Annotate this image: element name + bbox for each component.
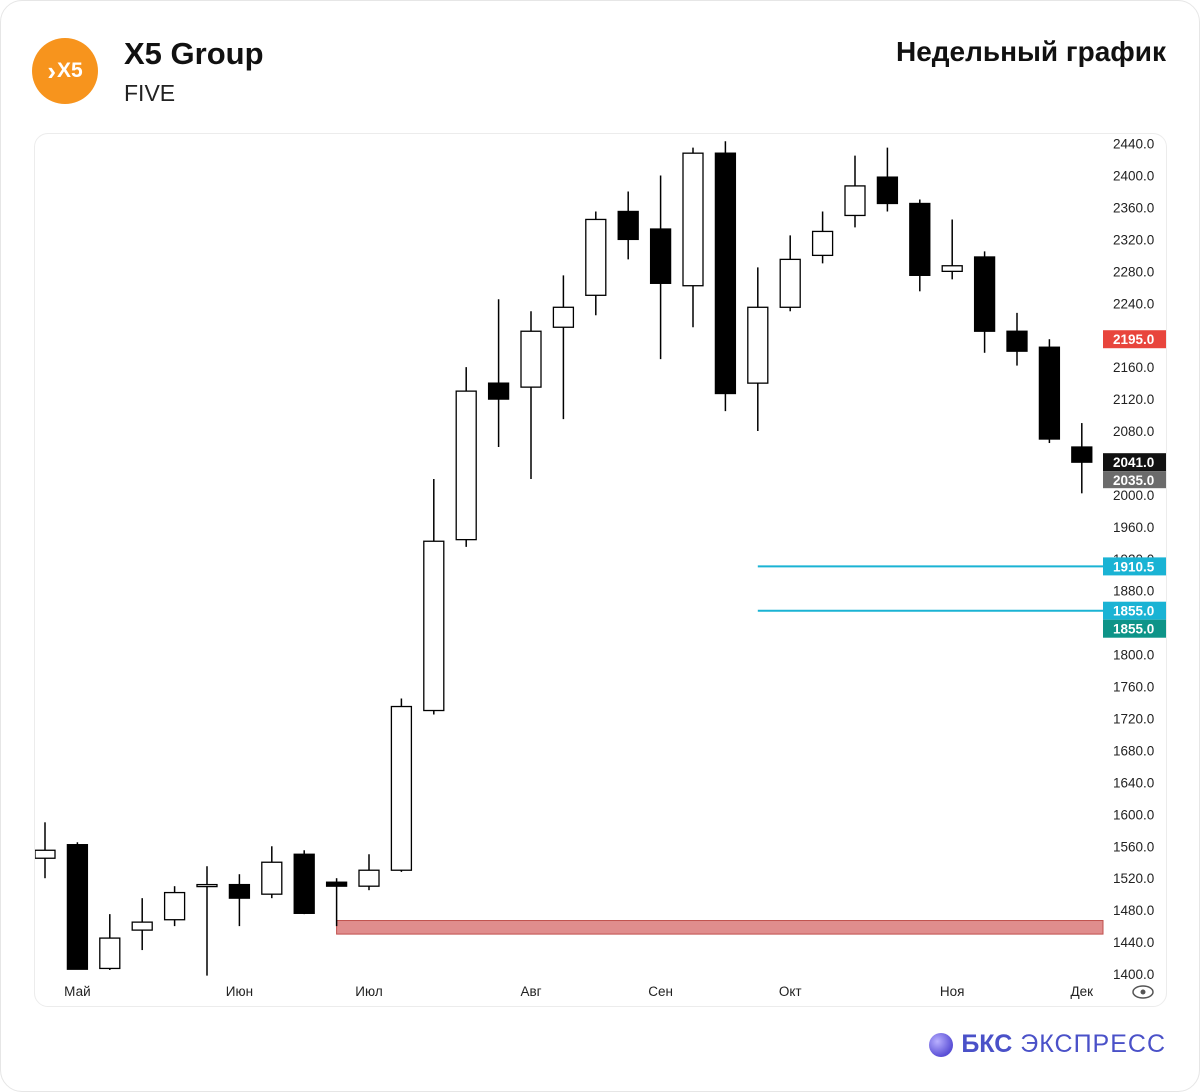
candle-body xyxy=(747,306,769,384)
company-name: X5 Group xyxy=(124,36,264,71)
y-tick-label: 2400.0 xyxy=(1113,169,1154,184)
brand-name-bold: БКС xyxy=(961,1030,1013,1058)
candle-body xyxy=(66,844,89,970)
level-price-label-2-bg xyxy=(1103,601,1166,620)
candle-body xyxy=(196,883,218,888)
y-tick-label: 1880.0 xyxy=(1113,584,1154,599)
y-tick-label: 1760.0 xyxy=(1113,680,1154,695)
y-tick-label: 1440.0 xyxy=(1113,935,1154,950)
x-tick-label: Сен xyxy=(648,984,673,999)
candle-body xyxy=(779,258,801,308)
brand-logo: БКС ЭКСПРЕСС xyxy=(929,1030,1166,1059)
eye-icon[interactable] xyxy=(1132,985,1154,999)
candle-body xyxy=(909,202,931,276)
eye-icon-pupil xyxy=(1140,989,1146,995)
y-tick-label: 2160.0 xyxy=(1113,360,1154,375)
y-tick-label: 1520.0 xyxy=(1113,871,1154,886)
level-alt-price-label: 1855.0 xyxy=(1113,622,1154,637)
brand-orb-icon xyxy=(929,1032,954,1057)
y-tick-label: 1600.0 xyxy=(1113,807,1154,822)
y-tick-label: 2000.0 xyxy=(1113,488,1154,503)
y-tick-label: 1680.0 xyxy=(1113,743,1154,758)
candle-body xyxy=(552,306,575,328)
y-tick-label: 2280.0 xyxy=(1113,264,1154,279)
current-price-label-bg xyxy=(1103,453,1166,472)
candle-body xyxy=(455,390,477,541)
candlestick-chart[interactable]: 2440.0 2400.0 2360.0 2320.0 2280.0 2240.0 2160… xyxy=(35,134,1166,1006)
candle-body xyxy=(876,176,899,205)
candle-body xyxy=(1006,330,1028,352)
y-tick-label: 1560.0 xyxy=(1113,839,1154,854)
candle-body xyxy=(131,921,153,931)
y-tick-label: 2080.0 xyxy=(1113,424,1154,439)
y-tick-label: 1480.0 xyxy=(1113,903,1154,918)
candle-body xyxy=(1071,446,1093,463)
ticker-symbol: FIVE xyxy=(124,80,176,106)
x-tick-label: Ноя xyxy=(940,984,965,999)
y-tick-label: 2320.0 xyxy=(1113,232,1154,247)
resistance-price-label: 2195.0 xyxy=(1113,332,1154,347)
x-tick-label: Дек xyxy=(1071,984,1094,999)
candle-body xyxy=(520,330,542,388)
x-tick-label: Июл xyxy=(355,984,382,999)
candle-body xyxy=(35,849,56,859)
y-tick-label: 1640.0 xyxy=(1113,775,1154,790)
y-tick-label: 1400.0 xyxy=(1113,967,1154,982)
company-logo: › X5 xyxy=(32,38,98,104)
support-zone xyxy=(336,920,1104,935)
level-price-label-2: 1855.0 xyxy=(1113,604,1154,619)
y-tick-label: 2120.0 xyxy=(1113,392,1154,407)
y-tick-label: 1960.0 xyxy=(1113,520,1154,535)
y-tick-label: 2240.0 xyxy=(1113,296,1154,311)
candle-body xyxy=(844,185,866,217)
y-tick-label: 1800.0 xyxy=(1113,648,1154,663)
candle-body xyxy=(423,540,445,712)
x-tick-label: Июн xyxy=(226,984,253,999)
candle-body xyxy=(163,891,186,921)
y-tick-label: 1720.0 xyxy=(1113,712,1154,727)
candle-body xyxy=(649,228,672,284)
candle-body xyxy=(1038,346,1061,440)
previous-price-label-bg xyxy=(1103,471,1166,489)
level-price-label-1: 1910.5 xyxy=(1113,559,1155,574)
previous-price-label: 2035.0 xyxy=(1113,473,1154,488)
candle-body xyxy=(293,853,315,914)
x-tick-label: Авг xyxy=(520,984,541,999)
level-price-label-1-bg xyxy=(1103,557,1166,576)
candle-body xyxy=(585,218,607,296)
candle-body xyxy=(941,265,963,272)
candle-body xyxy=(973,256,996,332)
current-price-label: 2041.0 xyxy=(1113,455,1154,470)
candle-body xyxy=(811,230,834,257)
x-tick-label: Окт xyxy=(779,984,802,999)
y-tick-label: 2440.0 xyxy=(1113,137,1154,152)
x-tick-label: Май xyxy=(64,984,90,999)
candle-body xyxy=(390,705,413,871)
candle-body xyxy=(99,937,121,970)
candle-body xyxy=(617,210,639,241)
level-alt-label-bg xyxy=(1103,619,1166,638)
resistance-price-label-bg xyxy=(1103,330,1166,349)
chart-panel: 2440.0 2400.0 2360.0 2320.0 2280.0 2240.0 2160… xyxy=(34,133,1167,1007)
logo-text: X5 xyxy=(56,59,83,82)
candle-body xyxy=(682,152,704,287)
chart-title: Недельный график xyxy=(895,36,1166,67)
candle-body xyxy=(261,861,283,895)
candle-body xyxy=(487,382,510,400)
candle-body xyxy=(228,883,251,899)
candle-body xyxy=(325,881,348,887)
candle-body xyxy=(714,152,737,395)
candle-body xyxy=(358,869,380,887)
y-tick-label: 2360.0 xyxy=(1113,200,1154,215)
chevron-right-icon: › xyxy=(47,55,56,86)
brand-name-rest: ЭКСПРЕСС xyxy=(1020,1030,1166,1058)
